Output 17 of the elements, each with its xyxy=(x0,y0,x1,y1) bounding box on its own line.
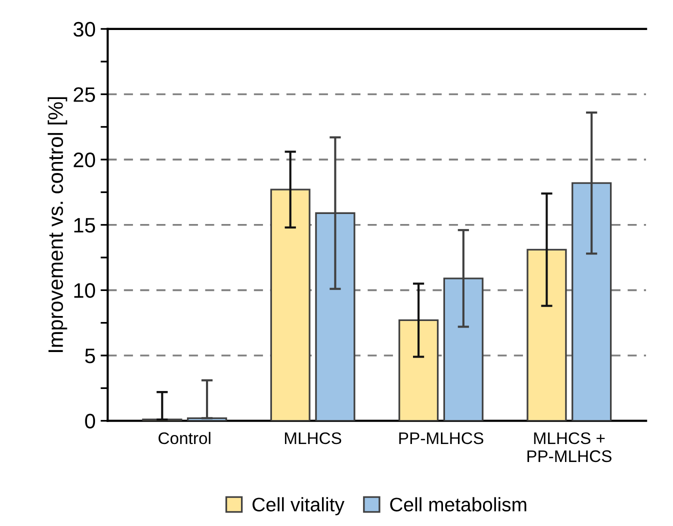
legend-label: Cell vitality xyxy=(252,497,344,516)
y-tick-label: 30 xyxy=(74,22,96,37)
y-tick-label: 0 xyxy=(85,414,96,429)
y-tick-label: 5 xyxy=(85,348,95,364)
bar xyxy=(270,188,310,421)
y-axis-title: Improvement vs. control [%] xyxy=(48,97,68,352)
y-tick-label: 25 xyxy=(74,87,96,102)
legend-label: Cell metabolism xyxy=(390,497,526,512)
y-tick-label: 20 xyxy=(74,152,96,168)
x-tick-label: MLHCS xyxy=(284,432,342,444)
y-tick-label: 15 xyxy=(74,218,96,233)
x-tick-label: Control xyxy=(158,432,210,444)
x-tick-label: MLHCS + PP-MLHCS xyxy=(527,432,612,462)
bar xyxy=(526,248,567,421)
y-tick-label: 10 xyxy=(74,283,96,298)
x-tick-label: PP-MLHCS xyxy=(399,432,484,444)
bar xyxy=(398,319,439,421)
